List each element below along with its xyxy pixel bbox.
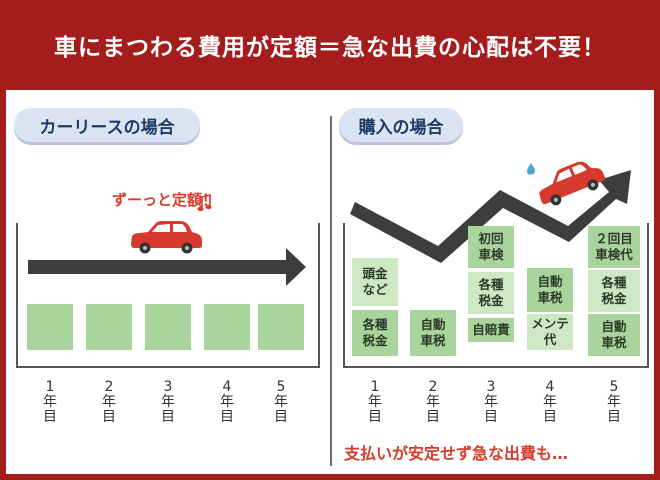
cost-block: 各種 税金 [588,270,640,312]
cost-block: 自賠責 [468,318,514,342]
car-icon [539,161,606,206]
lease-year-label: 1 年 目 [43,379,57,425]
cost-block: 自動 車税 [410,310,456,356]
purchase-bracket [343,223,649,368]
cost-block: 各種 税金 [352,310,398,356]
section-divider [330,116,332,466]
cost-block: 自動 車税 [588,314,640,356]
purchase-year-label: 1 年 目 [368,379,382,425]
purchase-note: 支払いが安定せず急な出費も… [344,444,569,463]
lease-year-label: 5 年 目 [274,379,288,425]
lease-payment-block [258,304,304,350]
cost-block: 自動 車税 [527,268,573,312]
flat-arrow-icon [28,248,306,286]
page-title: 車にまつわる費用が定額＝急な出費の心配は不要！ [0,0,660,90]
lease-year-label: 3 年 目 [161,379,175,425]
cost-block: 各種 税金 [468,272,514,314]
lease-payment-block [86,304,132,350]
zigzag-arrow-icon [350,170,631,263]
cost-block: ２回目 車検代 [588,226,640,268]
lease-payment-block [204,304,250,350]
car-icon [131,221,202,254]
purchase-title-pill: 購入の場合 [339,108,463,142]
lease-title-pill: カーリースの場合 [14,108,200,142]
music-note-icon [197,193,212,212]
lease-bracket [16,223,320,368]
lease-payment-block [27,304,73,350]
lease-note: ずーっと定額！ [112,191,218,209]
purchase-year-label: 5 年 目 [607,379,621,425]
comparison-panel: カーリースの場合 ずーっと定額！ 1 年 目 2 年 目 3 年 目 4 年 目… [6,90,654,474]
cost-block: 頭金 など [352,258,398,306]
purchase-year-label: 4 年 目 [543,379,557,425]
purchase-year-label: 2 年 目 [426,379,440,425]
cost-block: メンテ 代 [527,314,573,350]
purchase-year-label: 3 年 目 [484,379,498,425]
lease-payment-block [145,304,191,350]
lease-year-label: 4 年 目 [220,379,234,425]
cost-block: 初回 車検 [468,226,514,268]
water-drop-icon [527,163,536,175]
lease-year-label: 2 年 目 [102,379,116,425]
